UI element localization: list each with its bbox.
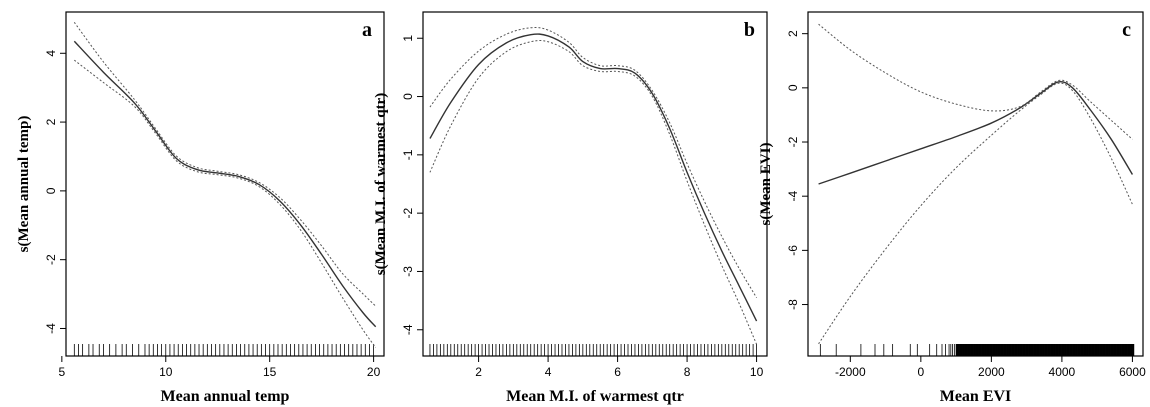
fitted-curve [429,33,758,322]
x-tick-label: 6000 [1119,365,1146,379]
x-tick-label: 10 [750,365,764,379]
y-tick-label: -1 [401,149,415,160]
y-tick-label: -6 [786,245,800,256]
lower-confidence-band [74,59,377,348]
y-tick-label: 0 [44,187,58,194]
panel-b: 2 4 6 8 10 -4 -3 -2 -1 0 1 Mean M.I. of warmest qtr… [373,11,768,405]
x-axis-label: Mean annual temp [161,388,290,405]
upper-confidence-band [818,23,1133,140]
x-tick-label: 4000 [1049,365,1076,379]
y-tick-label: 0 [401,93,415,100]
plot-frame [65,11,385,357]
y-tick-label: -2 [401,207,415,218]
y-axis-label: s(Mean EVI) [758,143,774,226]
plot-frame [422,11,768,357]
x-tick-label: 5 [58,365,65,379]
plot-frame [807,11,1144,357]
y-tick-label: 0 [786,84,800,91]
panel-letter: c [1122,19,1131,41]
lower-confidence-band [429,39,758,345]
x-tick-label: 4 [545,365,552,379]
panel-a: 5 10 15 20 -4 -2 0 2 4 Mean annual temp s(Mean ann… [16,11,385,405]
y-tick-label: 1 [401,35,415,42]
lower-confidence-band [818,82,1133,345]
y-tick-label: 2 [786,30,800,37]
y-tick-label: -4 [786,191,800,202]
y-tick-label: -3 [401,266,415,277]
y-tick-label: 2 [44,118,58,125]
y-tick-label: -2 [786,136,800,147]
fitted-curve [818,80,1134,185]
x-tick-label: 10 [159,365,173,379]
panel-letter: b [744,19,755,41]
panel-letter: a [362,19,372,41]
x-tick-label: 2 [475,365,482,379]
x-axis-label: Mean EVI [940,388,1012,405]
y-axis-label: s(Mean M.I. of warmest qtr) [373,93,389,275]
x-tick-label: 6 [614,365,621,379]
x-tick-label: 20 [367,365,381,379]
x-tick-label: 8 [684,365,691,379]
x-tick-label: 0 [917,365,924,379]
x-tick-label: 15 [263,365,277,379]
x-axis-label: Mean M.I. of warmest qtr [506,388,684,405]
y-tick-label: -4 [44,323,58,334]
upper-confidence-band [429,26,758,298]
y-tick-label: -2 [44,254,58,265]
y-tick-label: -8 [786,299,800,310]
panel-c: -2000 0 2000 4000 6000 -8 -6 -4 -2 0 2 Mean EVI s(Me… [758,11,1146,405]
x-tick-label: 2000 [978,365,1005,379]
y-tick-label: -4 [401,324,415,335]
y-axis-label: s(Mean annual temp) [16,116,32,253]
x-tick-label: -2000 [835,365,866,379]
fitted-curve [73,40,377,328]
y-tick-label: 4 [44,50,58,57]
upper-confidence-band [73,22,377,307]
